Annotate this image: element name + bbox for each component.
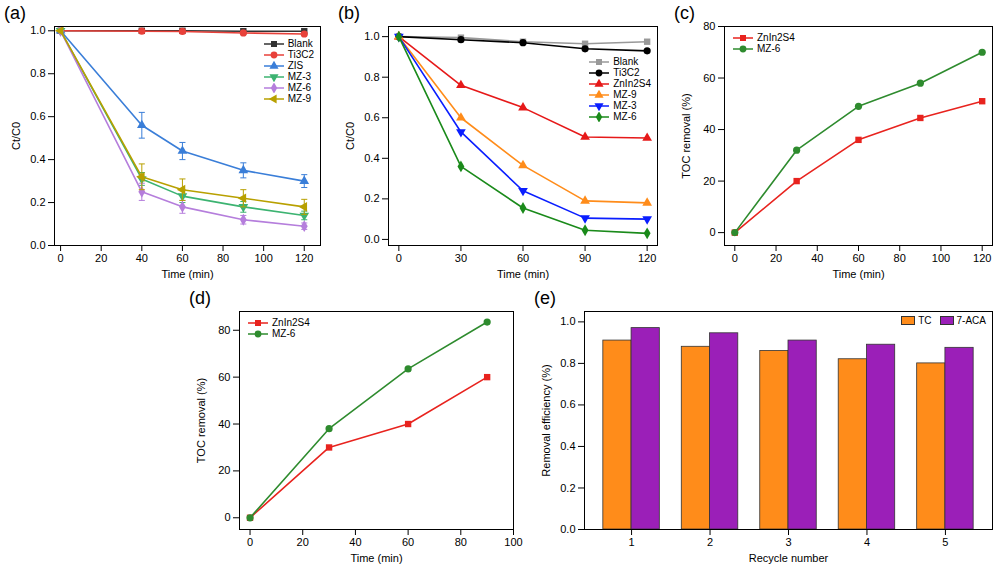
svg-text:100: 100 bbox=[504, 536, 522, 548]
svg-text:40: 40 bbox=[349, 536, 361, 548]
svg-text:80: 80 bbox=[703, 20, 715, 32]
svg-text:80: 80 bbox=[218, 324, 230, 336]
svg-text:120: 120 bbox=[638, 252, 656, 264]
svg-text:0: 0 bbox=[709, 226, 715, 238]
svg-text:Time (min): Time (min) bbox=[497, 268, 549, 280]
svg-text:0: 0 bbox=[58, 252, 64, 264]
svg-text:Ct/C0: Ct/C0 bbox=[344, 122, 356, 150]
html-text:MZ-9: MZ-9 bbox=[287, 93, 311, 104]
svg-text:Time (min): Time (min) bbox=[350, 552, 402, 564]
html-text:ZnIn2S4: ZnIn2S4 bbox=[757, 32, 795, 43]
svg-text:40: 40 bbox=[703, 123, 715, 135]
svg-text:0.6: 0.6 bbox=[30, 110, 45, 122]
svg-text:0: 0 bbox=[732, 252, 738, 264]
svg-text:3: 3 bbox=[785, 536, 791, 548]
svg-text:0.6: 0.6 bbox=[560, 398, 575, 410]
html-text:TC: TC bbox=[918, 315, 932, 326]
svg-text:4: 4 bbox=[864, 536, 870, 548]
svg-text:0.4: 0.4 bbox=[30, 153, 45, 165]
svg-text:90: 90 bbox=[579, 252, 591, 264]
svg-text:2: 2 bbox=[707, 536, 713, 548]
svg-text:40: 40 bbox=[811, 252, 823, 264]
svg-text:0.0: 0.0 bbox=[364, 233, 379, 245]
svg-text:20: 20 bbox=[770, 252, 782, 264]
svg-text:80: 80 bbox=[217, 252, 229, 264]
svg-text:0.0: 0.0 bbox=[560, 523, 575, 535]
svg-text:40: 40 bbox=[136, 252, 148, 264]
svg-text:5: 5 bbox=[942, 536, 948, 548]
html-text:Ti3C2: Ti3C2 bbox=[613, 67, 640, 78]
html-text:(a): (a) bbox=[4, 3, 26, 23]
html-text:ZIS: ZIS bbox=[287, 60, 304, 71]
svg-text:60: 60 bbox=[703, 72, 715, 84]
html-text:MZ-3: MZ-3 bbox=[287, 71, 311, 82]
svg-text:60: 60 bbox=[852, 252, 864, 264]
html-text:(c): (c) bbox=[674, 3, 695, 23]
svg-text:0.8: 0.8 bbox=[364, 71, 379, 83]
svg-text:Time (min): Time (min) bbox=[161, 268, 213, 280]
html-text:Blank: Blank bbox=[613, 56, 639, 67]
svg-text:40: 40 bbox=[218, 418, 230, 430]
svg-text:0: 0 bbox=[224, 511, 230, 523]
svg-text:1.0: 1.0 bbox=[364, 30, 379, 42]
svg-text:Recycle number: Recycle number bbox=[749, 552, 829, 564]
svg-text:TOC removal (%): TOC removal (%) bbox=[195, 378, 207, 463]
svg-text:0.2: 0.2 bbox=[364, 192, 379, 204]
html-text:ZnIn2S4: ZnIn2S4 bbox=[272, 317, 310, 328]
svg-text:20: 20 bbox=[218, 464, 230, 476]
html-text:(e): (e) bbox=[534, 288, 556, 308]
html-text:MZ-6: MZ-6 bbox=[272, 328, 296, 339]
svg-text:0.2: 0.2 bbox=[560, 481, 575, 493]
svg-text:1.0: 1.0 bbox=[560, 315, 575, 327]
svg-text:120: 120 bbox=[295, 252, 313, 264]
svg-text:Removal efficiency (%): Removal efficiency (%) bbox=[540, 364, 552, 476]
html-text:MZ-3: MZ-3 bbox=[613, 100, 637, 111]
html-text:MZ-6: MZ-6 bbox=[757, 43, 781, 54]
svg-text:0: 0 bbox=[396, 252, 402, 264]
svg-text:100: 100 bbox=[932, 252, 950, 264]
svg-text:0.4: 0.4 bbox=[364, 152, 379, 164]
svg-text:60: 60 bbox=[176, 252, 188, 264]
svg-text:1: 1 bbox=[629, 536, 635, 548]
html-text:7-ACA: 7-ACA bbox=[956, 315, 986, 326]
html-text:ZnIn2S4: ZnIn2S4 bbox=[613, 78, 651, 89]
svg-text:60: 60 bbox=[402, 536, 414, 548]
html-text:MZ-6: MZ-6 bbox=[287, 82, 311, 93]
svg-text:Time (min): Time (min) bbox=[832, 268, 884, 280]
html-text:Blank: Blank bbox=[287, 38, 313, 49]
svg-text:20: 20 bbox=[703, 175, 715, 187]
svg-text:TOC removal (%): TOC removal (%) bbox=[680, 93, 692, 178]
svg-text:100: 100 bbox=[254, 252, 272, 264]
svg-text:80: 80 bbox=[455, 536, 467, 548]
svg-text:0.4: 0.4 bbox=[560, 440, 575, 452]
html-text:MZ-9: MZ-9 bbox=[613, 89, 637, 100]
html-text:MZ-6: MZ-6 bbox=[613, 111, 637, 122]
html-text:(b): (b) bbox=[338, 3, 360, 23]
svg-text:30: 30 bbox=[455, 252, 467, 264]
svg-text:120: 120 bbox=[973, 252, 991, 264]
svg-text:60: 60 bbox=[517, 252, 529, 264]
svg-text:80: 80 bbox=[894, 252, 906, 264]
svg-text:Ct/C0: Ct/C0 bbox=[10, 122, 22, 150]
html-text:(d): (d) bbox=[189, 288, 211, 308]
svg-text:0.0: 0.0 bbox=[30, 239, 45, 251]
svg-text:20: 20 bbox=[95, 252, 107, 264]
svg-text:20: 20 bbox=[297, 536, 309, 548]
svg-text:0.8: 0.8 bbox=[30, 67, 45, 79]
svg-text:60: 60 bbox=[218, 371, 230, 383]
svg-text:1.0: 1.0 bbox=[30, 24, 45, 36]
html-text:Ti3C2: Ti3C2 bbox=[287, 49, 314, 60]
svg-text:0.2: 0.2 bbox=[30, 196, 45, 208]
svg-text:0.6: 0.6 bbox=[364, 111, 379, 123]
svg-text:0.8: 0.8 bbox=[560, 357, 575, 369]
svg-text:0: 0 bbox=[247, 536, 253, 548]
